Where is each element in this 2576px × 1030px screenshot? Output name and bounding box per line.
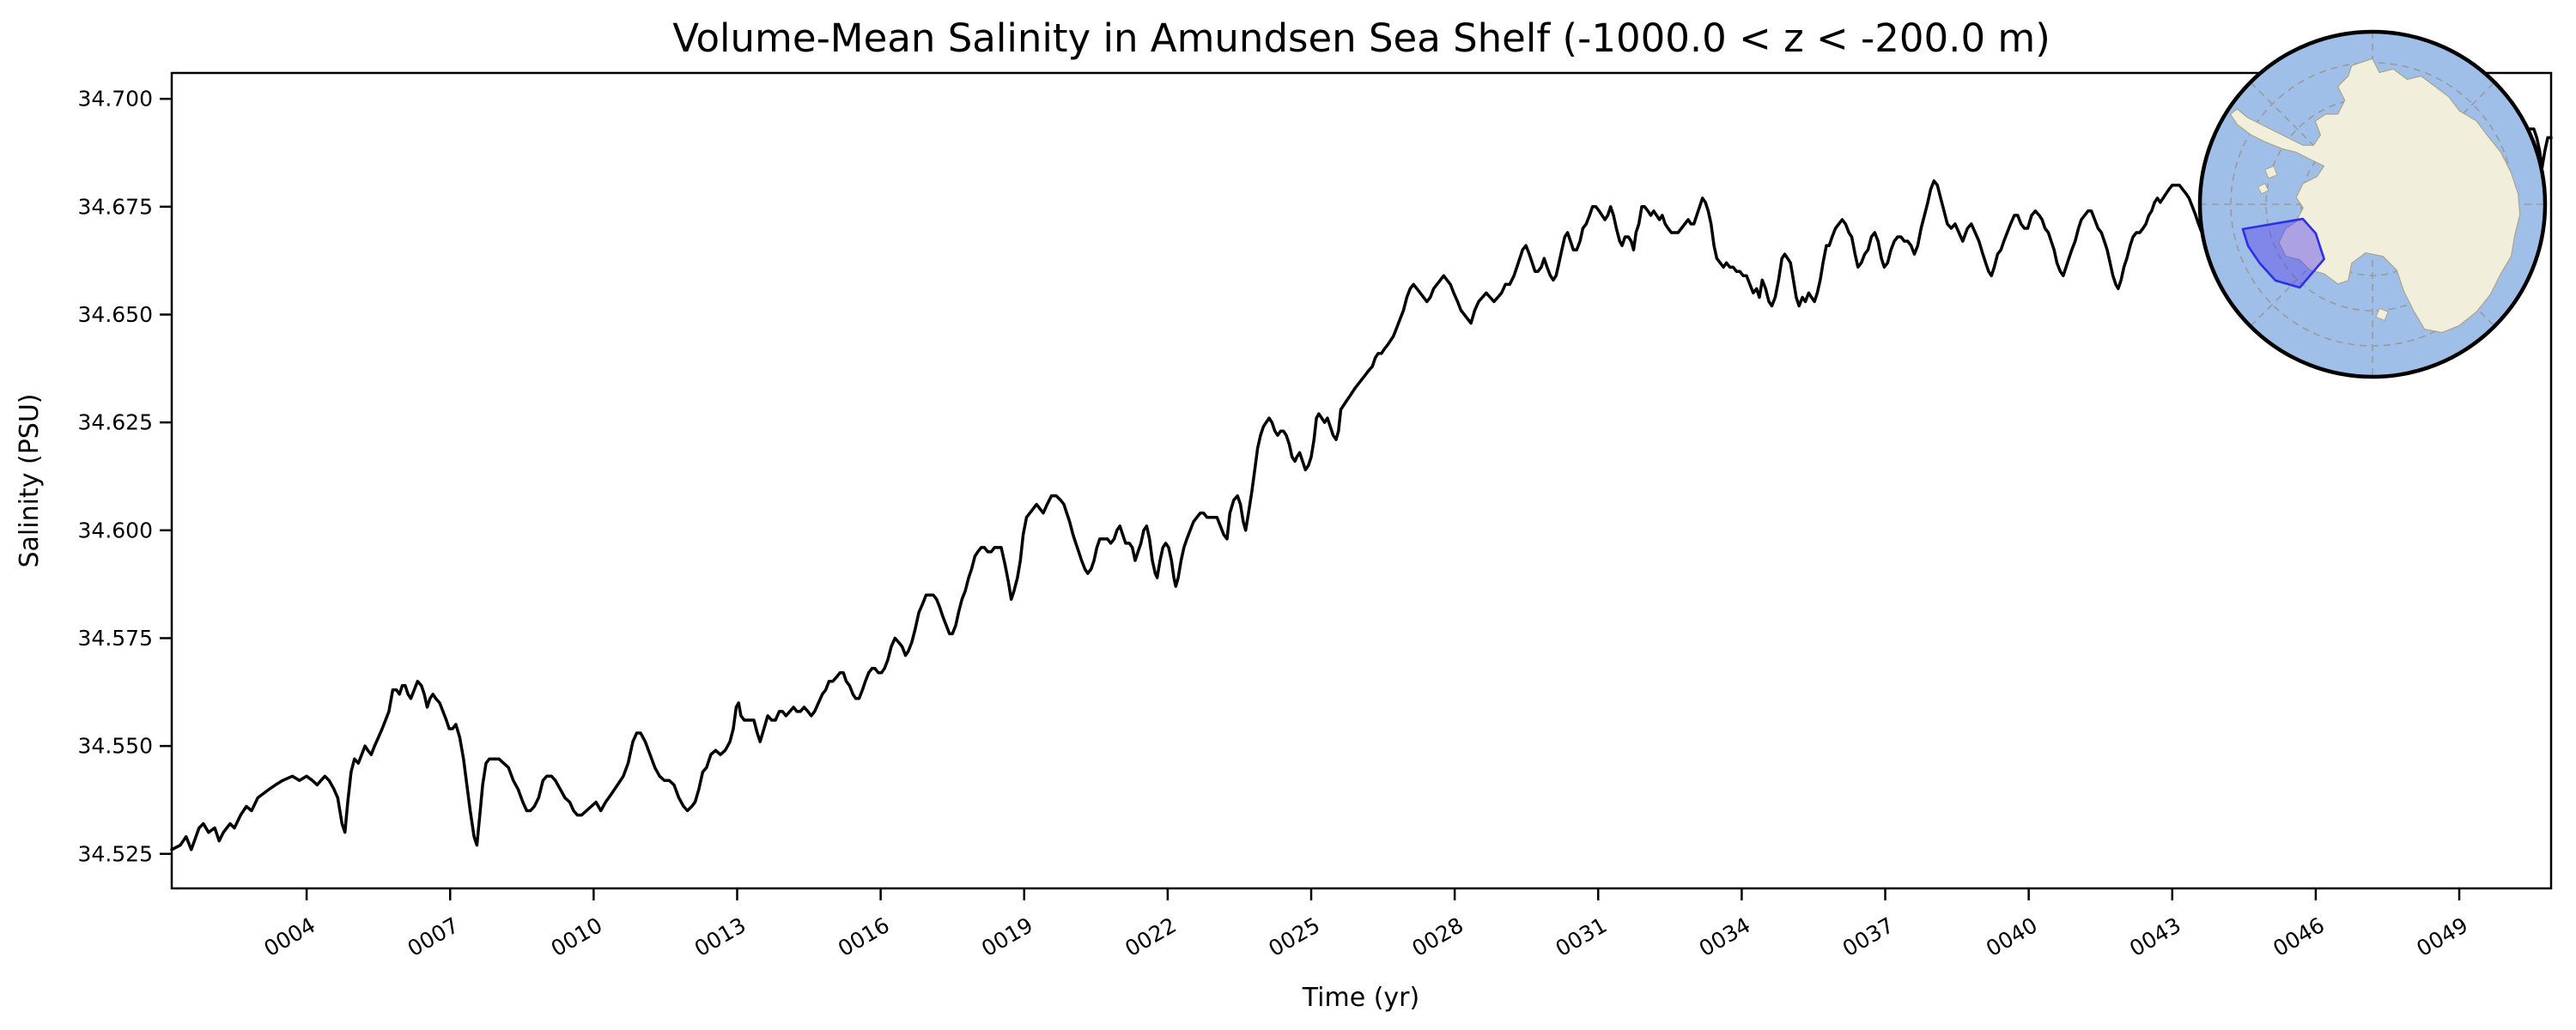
- chart-title: Volume-Mean Salinity in Amundsen Sea She…: [672, 15, 2050, 61]
- x-tick-label: 0049: [2412, 912, 2472, 961]
- y-axis-ticks: 34.525 34.550 34.575 34.600 34.625 34.650 34.6…: [78, 87, 172, 866]
- y-tick-label: 34.650: [78, 302, 153, 327]
- x-tick-label: 0028: [1408, 912, 1468, 961]
- x-tick-label: 0025: [1264, 912, 1324, 961]
- x-tick-label: 0046: [2269, 912, 2329, 961]
- x-axis-ticks: 0004 0007 0010 0013 0016 0019 0022 0025 0028 0031…: [260, 888, 2472, 961]
- x-tick-label: 0037: [1838, 912, 1899, 961]
- antarctica-inset-map: [2197, 29, 2548, 379]
- antarctica-land: [2229, 58, 2521, 334]
- x-tick-label: 0016: [834, 912, 894, 961]
- y-tick-label: 34.600: [78, 518, 153, 542]
- y-tick-label: 34.575: [78, 626, 153, 651]
- x-tick-label: 0004: [260, 912, 320, 961]
- x-tick-label: 0019: [977, 912, 1037, 961]
- x-tick-label: 0031: [1552, 912, 1612, 961]
- series-line-salinity: [170, 123, 2553, 851]
- y-axis-label: Salinity (PSU): [15, 394, 45, 568]
- y-tick-label: 34.675: [78, 194, 153, 219]
- x-tick-label: 0010: [547, 912, 607, 961]
- x-tick-label: 0007: [404, 912, 464, 961]
- y-tick-label: 34.525: [78, 841, 153, 866]
- highlight-region-amundsen: [2241, 217, 2325, 289]
- x-axis-label: Time (yr): [1302, 983, 1419, 1013]
- y-tick-label: 34.700: [78, 87, 153, 112]
- y-tick-label: 34.550: [78, 734, 153, 759]
- globe-outline: [2197, 29, 2548, 379]
- x-tick-label: 0013: [690, 912, 750, 961]
- x-tick-label: 0022: [1121, 912, 1181, 961]
- x-tick-label: 0043: [2125, 912, 2185, 961]
- x-tick-label: 0040: [1982, 912, 2042, 961]
- x-tick-label: 0034: [1695, 912, 1755, 961]
- axes-frame: [170, 71, 2553, 890]
- y-tick-label: 34.625: [78, 410, 153, 435]
